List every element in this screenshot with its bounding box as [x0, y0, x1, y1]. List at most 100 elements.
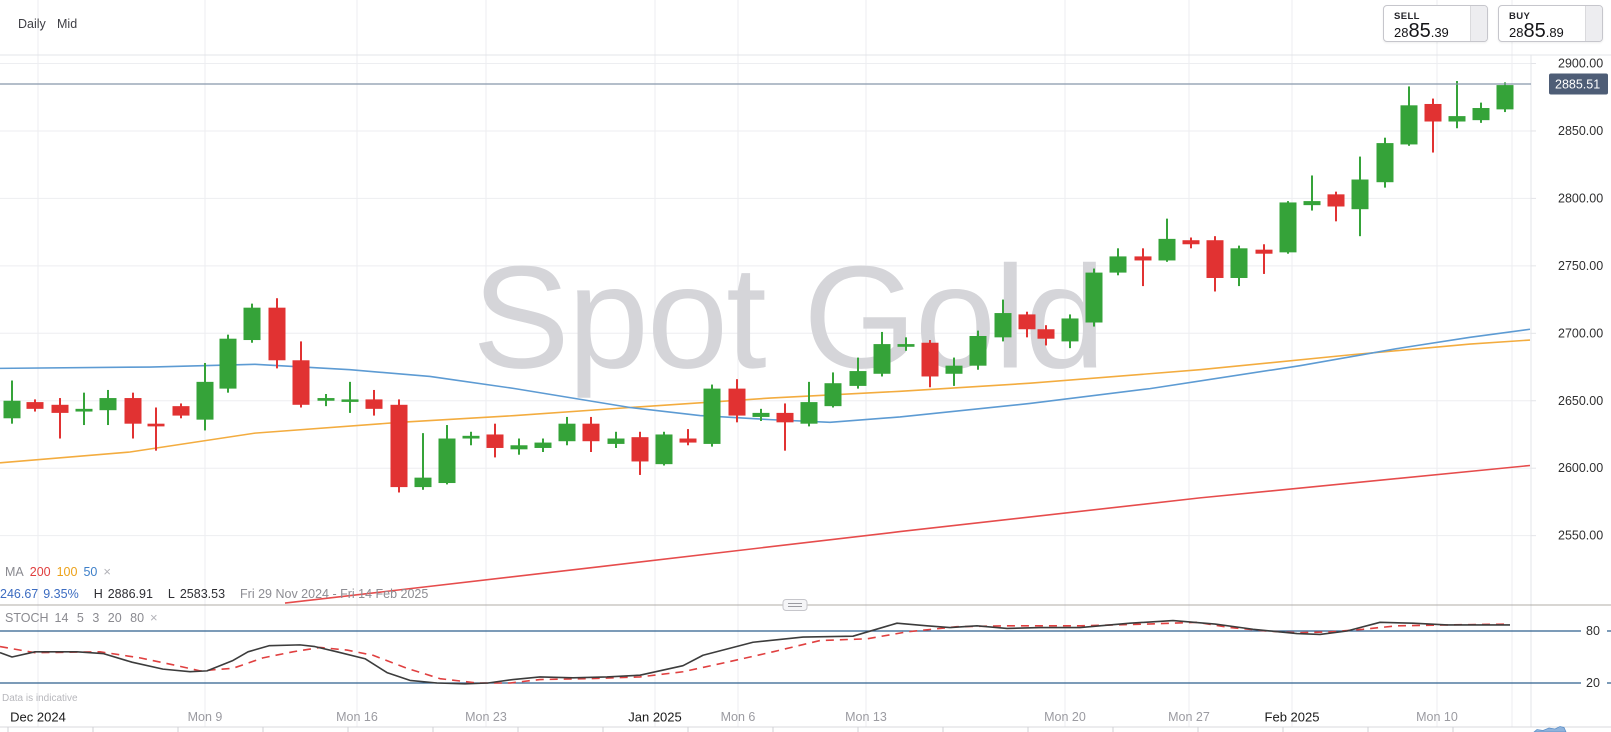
candle-body [1496, 85, 1514, 110]
change-value: 246.67 [0, 587, 39, 601]
price-tick-label: 2600.00 [1558, 461, 1603, 475]
sell-label: SELL [1394, 11, 1420, 22]
candle-body [1037, 329, 1055, 339]
low-value: 2583.53 [179, 587, 226, 601]
ma-legend-label: MA [5, 565, 24, 579]
candle-body [1158, 238, 1176, 261]
price-axis-labels: 2900.00 2850.00 2800.00 2750.00 2700.00 2650.… [1531, 57, 1603, 543]
stoch-close-icon[interactable]: × [150, 610, 158, 625]
candle-body [510, 445, 528, 450]
candle-body [1255, 249, 1273, 254]
candle-body [414, 477, 432, 488]
candle-body [243, 307, 261, 341]
x-tick-label: Mon 10 [1416, 710, 1458, 724]
candle-body [655, 434, 673, 465]
candle-body [1448, 116, 1466, 122]
candle-body [75, 408, 93, 412]
candle-body [292, 360, 310, 405]
candle-body [582, 423, 600, 442]
candle-body [1206, 240, 1224, 278]
stoch-params: 14 5 3 20 80 [54, 611, 145, 625]
price-tick-label: 2850.00 [1558, 124, 1603, 138]
candle-body [558, 423, 576, 442]
stochastic-levels: 80 20 [0, 623, 1611, 691]
candle-body [921, 342, 939, 377]
candle-body [341, 399, 359, 402]
candle-body [873, 344, 891, 374]
price-type-selector[interactable]: Mid [57, 17, 78, 31]
price-tick-label: 2550.00 [1558, 529, 1603, 543]
price-tick-label: 2900.00 [1558, 57, 1603, 71]
x-tick-label: Mon 16 [336, 710, 378, 724]
ma-200-label[interactable]: 200 [29, 565, 51, 579]
price-tick-label: 2750.00 [1558, 259, 1603, 273]
sell-button[interactable]: SELL 2885.39 [1383, 5, 1488, 42]
candle-body [124, 398, 142, 424]
bottom-scrollbar[interactable] [0, 726, 1611, 732]
candle-body [1230, 248, 1248, 278]
x-tick-label: Mon 13 [845, 710, 887, 724]
candle-body [703, 388, 721, 444]
x-tick-label: Mon 27 [1168, 710, 1210, 724]
candle-body [945, 365, 963, 374]
ma-50-label[interactable]: 50 [83, 565, 98, 579]
candle-body [1400, 105, 1418, 145]
stochastic-k-line [0, 619, 1510, 685]
candle-body [824, 383, 842, 407]
panel-resize-handle[interactable] [782, 599, 808, 611]
candle-body [534, 442, 552, 448]
horizontal-gridlines [0, 63, 1531, 537]
candle-body [1303, 201, 1321, 206]
candle-body [172, 406, 190, 416]
candle-body [969, 335, 987, 366]
buy-price: 2885.89 [1509, 20, 1564, 42]
timeframe-selector[interactable]: Daily [18, 17, 46, 31]
candle-body [1424, 103, 1442, 122]
candle-body [776, 412, 794, 423]
candle-body [1085, 272, 1103, 323]
candle-body [800, 402, 818, 424]
high-value: 2886.91 [107, 587, 153, 601]
x-tick-label: Mon 23 [465, 710, 507, 724]
price-summary-line: 246.67 9.35% H 2886.91 L 2583.53 Fri 29 Nov 20… [0, 587, 433, 601]
candle-body [631, 437, 649, 462]
candle-body [1351, 179, 1369, 210]
ma-close-icon[interactable]: × [103, 564, 111, 579]
ma-indicator-legend: MA 200 100 50 × [5, 564, 117, 579]
candle-body [26, 402, 44, 409]
candle-body [1018, 314, 1036, 330]
candle-body [1182, 240, 1200, 245]
stoch-level-label: 20 [1586, 676, 1600, 690]
candle-body [607, 438, 625, 444]
stoch-level-label: 80 [1586, 624, 1600, 638]
candle-body [1327, 194, 1345, 207]
buy-button-strip [1585, 6, 1602, 41]
change-percent: 9.35% [43, 587, 79, 601]
x-axis-labels: Dec 2024 Mon 9 Mon 16 Mon 23 Jan 2025 Mon 6 Mo… [10, 710, 1458, 725]
candle-body [390, 404, 408, 488]
x-tick-label: Mon 20 [1044, 710, 1086, 724]
price-tick-label: 2700.00 [1558, 326, 1603, 340]
candle-body [1472, 108, 1490, 121]
price-tick-label: 2650.00 [1558, 394, 1603, 408]
candle-body [219, 338, 237, 389]
low-label: L [167, 587, 175, 601]
data-indicative-disclaimer: Data is indicative [2, 693, 78, 704]
ma-100-label[interactable]: 100 [56, 565, 78, 579]
candle-body [1376, 143, 1394, 183]
ma100-line [0, 339, 1531, 464]
high-label: H [93, 587, 103, 601]
buy-button[interactable]: BUY 2885.89 [1498, 5, 1603, 42]
candle-body [462, 435, 480, 439]
candle-body [486, 434, 504, 448]
price-tick-label: 2800.00 [1558, 191, 1603, 205]
x-tick-label: Jan 2025 [628, 710, 682, 725]
x-tick-label: Feb 2025 [1265, 710, 1320, 725]
candle-body [1109, 256, 1127, 273]
candlestick-series [3, 81, 1514, 493]
candle-body [3, 400, 21, 419]
candle-body [1134, 256, 1152, 261]
candle-body [1279, 202, 1297, 253]
